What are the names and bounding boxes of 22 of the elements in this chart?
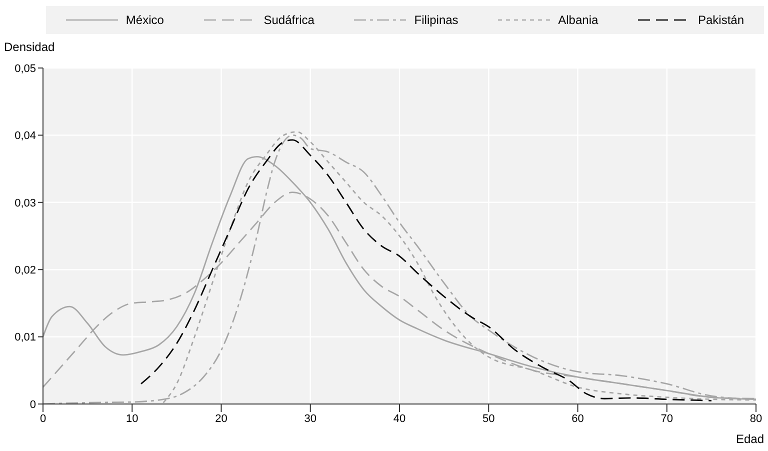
- x-tick-label: 20: [215, 412, 228, 425]
- x-tick-label: 50: [482, 412, 495, 425]
- y-tick-label: 0: [30, 398, 36, 411]
- legend-label: Filipinas: [414, 13, 458, 27]
- x-tick-label: 30: [304, 412, 316, 425]
- x-axis-title: Edad: [736, 432, 764, 446]
- x-tick-label: 80: [750, 412, 762, 425]
- legend-label: Albania: [558, 13, 598, 27]
- legend-label: Sudáfrica: [264, 13, 314, 27]
- y-axis-title: Densidad: [4, 40, 55, 54]
- y-tick-label: 0,01: [14, 332, 36, 344]
- x-tick-label: 40: [393, 412, 406, 425]
- y-tick-label: 0,04: [14, 130, 36, 142]
- legend-label: Pakistán: [698, 13, 744, 27]
- x-tick-label: 10: [126, 412, 138, 425]
- y-tick-label: 0,02: [14, 264, 36, 277]
- y-tick-label: 0,05: [14, 62, 36, 75]
- x-tick-label: 70: [660, 412, 673, 425]
- x-tick-label: 0: [40, 412, 46, 425]
- legend-label: México: [126, 13, 164, 27]
- y-tick-label: 0,03: [14, 197, 36, 210]
- x-tick-label: 60: [572, 412, 584, 425]
